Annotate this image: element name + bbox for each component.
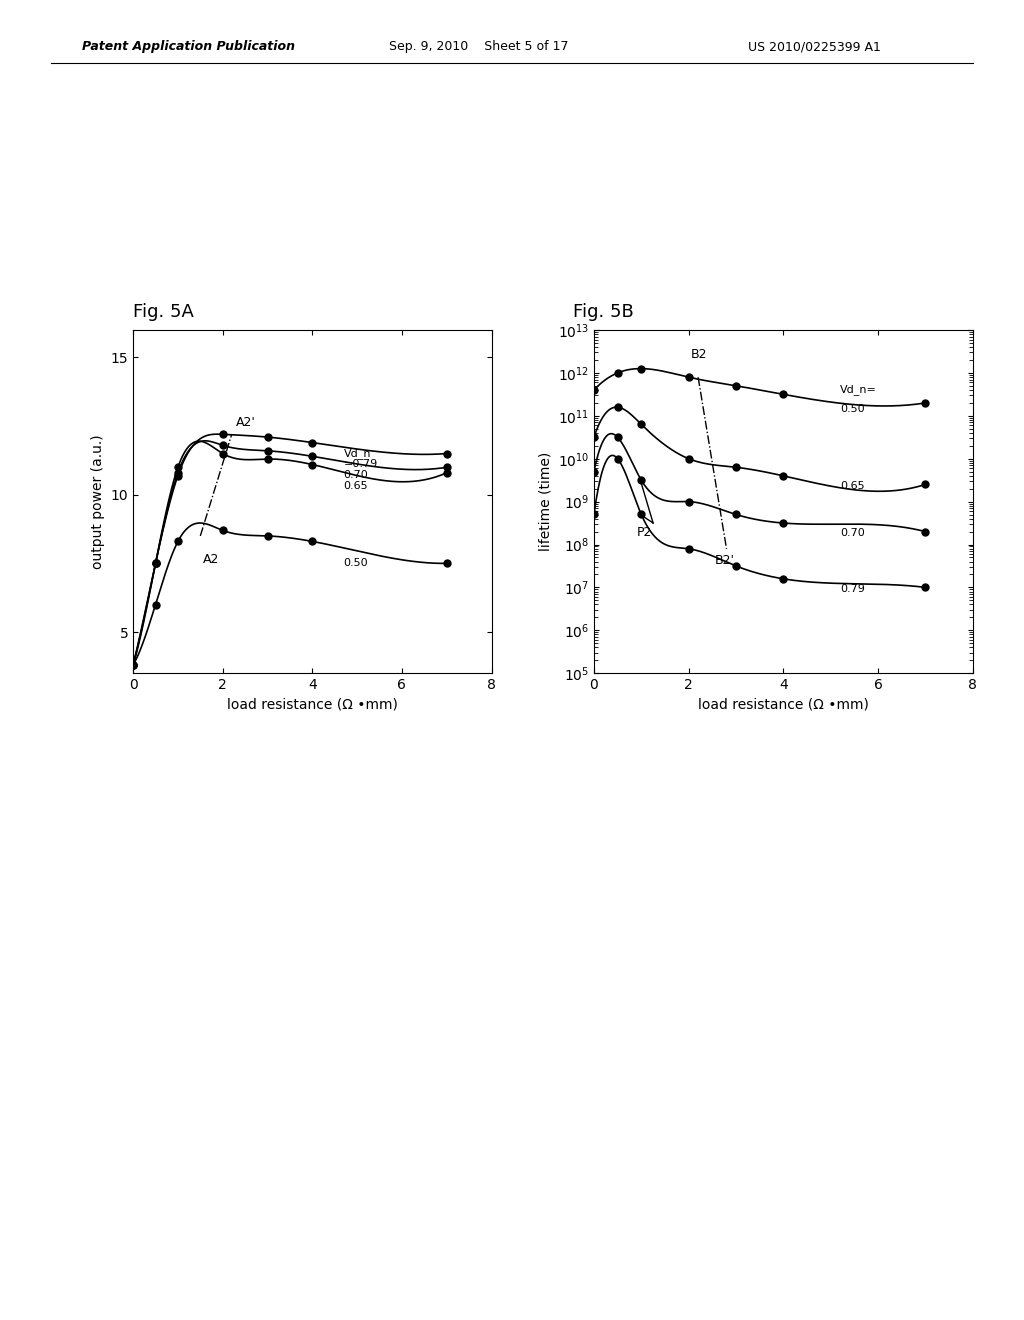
Point <box>680 367 696 388</box>
X-axis label: load resistance (Ω •mm): load resistance (Ω •mm) <box>227 697 397 711</box>
Point <box>633 358 649 379</box>
Point <box>728 556 744 577</box>
Text: B2': B2' <box>715 554 734 566</box>
Text: A2: A2 <box>203 553 219 566</box>
Text: 0.79: 0.79 <box>840 583 865 594</box>
Text: A2': A2' <box>237 416 256 429</box>
Point <box>775 384 792 405</box>
Point <box>304 531 321 552</box>
Text: US 2010/0225399 A1: US 2010/0225399 A1 <box>748 40 881 53</box>
Text: Sep. 9, 2010    Sheet 5 of 17: Sep. 9, 2010 Sheet 5 of 17 <box>389 40 568 53</box>
Text: Fig. 5B: Fig. 5B <box>573 302 634 321</box>
Point <box>633 413 649 434</box>
Text: P2: P2 <box>637 525 652 539</box>
Point <box>680 539 696 560</box>
Point <box>438 444 455 465</box>
Point <box>438 457 455 478</box>
Text: 0.70: 0.70 <box>840 528 865 539</box>
Point <box>125 655 141 676</box>
Point <box>775 512 792 533</box>
Point <box>304 454 321 475</box>
Point <box>728 457 744 478</box>
Text: Vd_n: Vd_n <box>344 449 371 459</box>
Point <box>633 470 649 491</box>
Text: 0.70: 0.70 <box>344 470 369 480</box>
Y-axis label: lifetime (time): lifetime (time) <box>538 451 552 552</box>
Point <box>586 504 602 525</box>
Point <box>609 396 626 417</box>
Point <box>609 449 626 470</box>
Point <box>633 504 649 525</box>
Text: =0.79: =0.79 <box>344 459 378 470</box>
Point <box>586 380 602 401</box>
Text: Fig. 5A: Fig. 5A <box>133 302 194 321</box>
Point <box>215 444 231 465</box>
Point <box>147 553 164 574</box>
Point <box>438 462 455 483</box>
Point <box>259 525 275 546</box>
Point <box>215 424 231 445</box>
Point <box>170 531 186 552</box>
Point <box>170 457 186 478</box>
Point <box>125 655 141 676</box>
Point <box>259 426 275 447</box>
Point <box>215 434 231 455</box>
Point <box>918 392 934 413</box>
Point <box>170 465 186 486</box>
Point <box>609 426 626 447</box>
Point <box>918 474 934 495</box>
Point <box>147 553 164 574</box>
Point <box>304 446 321 467</box>
Point <box>259 441 275 462</box>
Point <box>728 504 744 525</box>
Point <box>586 461 602 482</box>
Point <box>304 432 321 453</box>
Point <box>215 520 231 541</box>
Point <box>147 594 164 615</box>
Point <box>918 521 934 543</box>
Point <box>438 553 455 574</box>
Point <box>125 655 141 676</box>
Point <box>680 449 696 470</box>
Text: Patent Application Publication: Patent Application Publication <box>82 40 295 53</box>
X-axis label: load resistance (Ω •mm): load resistance (Ω •mm) <box>698 697 868 711</box>
Point <box>775 466 792 487</box>
Point <box>728 375 744 396</box>
Point <box>609 362 626 383</box>
Point <box>586 426 602 447</box>
Text: Vd_n=: Vd_n= <box>840 384 878 395</box>
Text: 0.50: 0.50 <box>840 404 865 413</box>
Point <box>680 491 696 512</box>
Point <box>259 449 275 470</box>
Point <box>125 655 141 676</box>
Text: 0.65: 0.65 <box>344 482 369 491</box>
Text: B2: B2 <box>691 348 708 360</box>
Point <box>918 577 934 598</box>
Point <box>775 568 792 589</box>
Point <box>147 553 164 574</box>
Point <box>170 462 186 483</box>
Text: 0.50: 0.50 <box>344 558 369 568</box>
Text: 0.65: 0.65 <box>840 480 865 491</box>
Y-axis label: output power (a.u.): output power (a.u.) <box>91 434 105 569</box>
